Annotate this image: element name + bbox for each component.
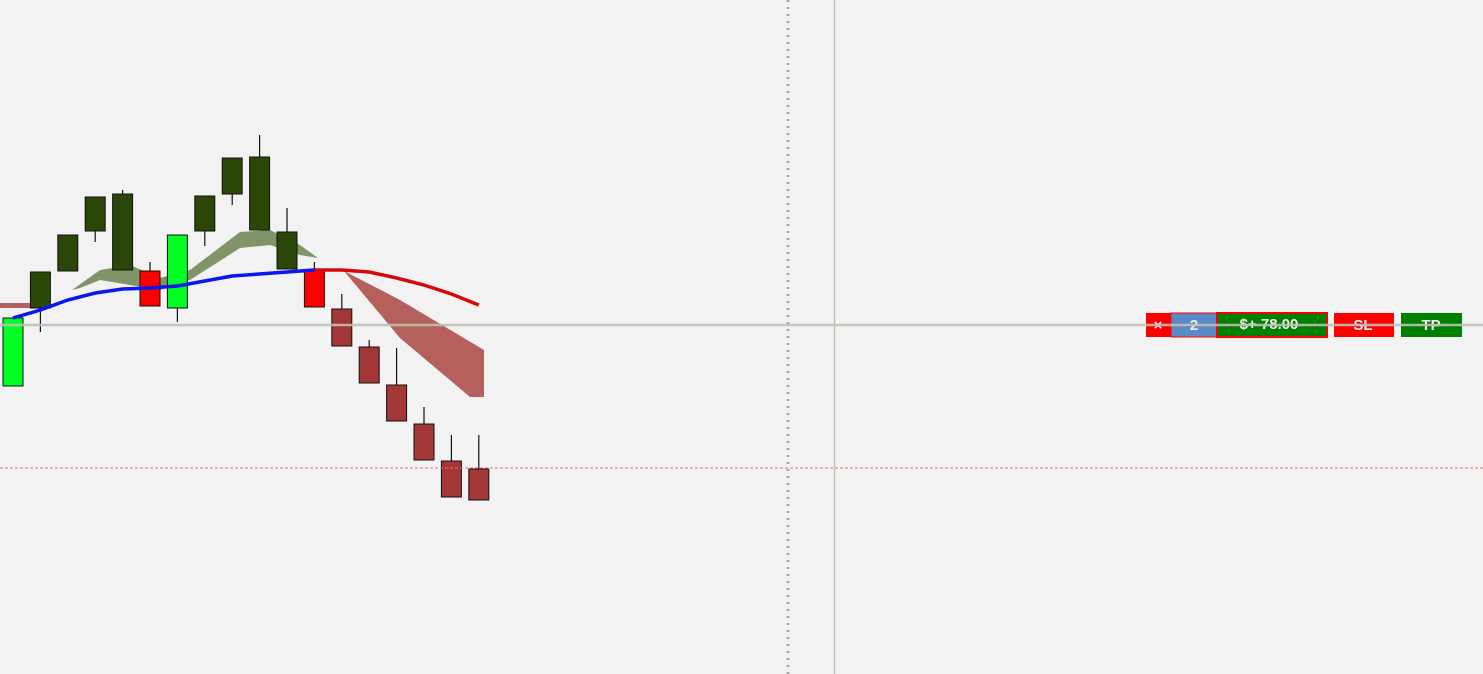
- candle-body: [468, 468, 490, 501]
- candle-body: [303, 270, 325, 308]
- candle-body: [386, 384, 408, 422]
- candle-body: [166, 234, 188, 309]
- cloud-band: [72, 230, 318, 290]
- candle-body: [221, 157, 243, 195]
- candle-body: [413, 423, 435, 461]
- moving-average: [314, 268, 480, 307]
- candle-body: [440, 460, 462, 498]
- candle-body: [84, 196, 106, 232]
- candle-body: [29, 271, 51, 309]
- candle-body: [112, 193, 134, 271]
- candle-body: [331, 308, 353, 347]
- candle-body: [2, 317, 24, 387]
- candle-body: [358, 346, 380, 384]
- candle-body: [249, 156, 271, 231]
- candle-body: [57, 234, 79, 272]
- cloud-band-red: [0, 303, 30, 308]
- candle-body: [194, 195, 216, 232]
- cloud-band-red: [344, 271, 484, 397]
- moving-average: [12, 268, 315, 320]
- candle-body: [276, 231, 298, 270]
